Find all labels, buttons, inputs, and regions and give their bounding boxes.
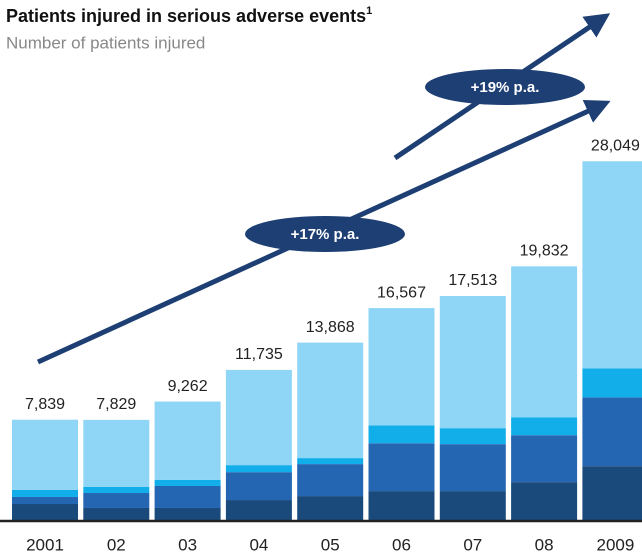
total-label: 28,049 (591, 137, 640, 154)
x-tick-label: 03 (178, 535, 197, 554)
total-label: 7,829 (96, 396, 136, 413)
bar-segment (368, 443, 435, 492)
chart-title: Patients injured in serious adverse even… (6, 5, 372, 26)
bar-segment (439, 444, 506, 492)
x-tick-label: 2009 (596, 535, 634, 554)
annotation: +19% p.a. (471, 79, 540, 96)
bar-segment (368, 308, 435, 426)
bar-segment (225, 472, 292, 501)
bar-segment (225, 369, 292, 466)
bar-segment (439, 491, 506, 520)
x-tick-label: 04 (249, 535, 268, 554)
subtitle: Number of patients injured (6, 33, 205, 52)
bar-segment (83, 493, 150, 508)
bar-segment (154, 507, 221, 520)
total-label: 13,868 (306, 319, 355, 336)
title-text: Patients injured in serious adverse even… (6, 6, 366, 26)
bar-segment (368, 491, 435, 520)
total-label: 16,567 (377, 284, 426, 301)
bar-segment (154, 485, 221, 508)
total-label: 11,735 (235, 346, 283, 363)
bar-segment (297, 496, 364, 520)
x-tick-label: 06 (392, 535, 411, 554)
annotation-badge (245, 216, 405, 252)
bar-segment (154, 479, 221, 486)
bar-segment (439, 295, 506, 429)
bar-segment (511, 435, 578, 483)
bar-segment (12, 489, 78, 497)
bar-segment (83, 419, 150, 487)
bar-segment (582, 368, 642, 398)
bar-segment (225, 465, 292, 473)
bar-segment (368, 425, 435, 444)
bar-segment (83, 507, 150, 520)
bar-segment (12, 504, 78, 520)
bar-segment (12, 419, 78, 490)
bar-segment (297, 342, 364, 459)
total-label: 19,832 (520, 243, 569, 260)
total-label: 17,513 (448, 272, 497, 289)
total-label: 9,262 (168, 378, 208, 395)
bar-segment (12, 496, 78, 505)
x-tick-label: 2001 (26, 535, 64, 554)
bar-segment (511, 482, 578, 520)
bar-segment (83, 487, 150, 494)
x-tick-label: 05 (321, 535, 340, 554)
bar-segment (297, 464, 364, 497)
x-tick-label: 02 (107, 535, 126, 554)
bar-segment (511, 417, 578, 436)
bar-segment (582, 466, 642, 520)
bar-segment (439, 428, 506, 445)
x-tick-label: 08 (535, 535, 554, 554)
x-tick-label: 07 (463, 535, 482, 554)
annotation: +17% p.a. (291, 226, 360, 243)
bar-segment (582, 397, 642, 467)
bar-segment (297, 458, 364, 465)
bar-segment (225, 500, 292, 520)
bars (12, 161, 642, 520)
total-label: 7,839 (25, 396, 65, 413)
annotation-badge (425, 69, 585, 105)
bar-segment (511, 266, 578, 418)
bar-segment (582, 161, 642, 369)
bar-segment (154, 401, 221, 480)
footnote-mark: 1 (366, 5, 372, 17)
